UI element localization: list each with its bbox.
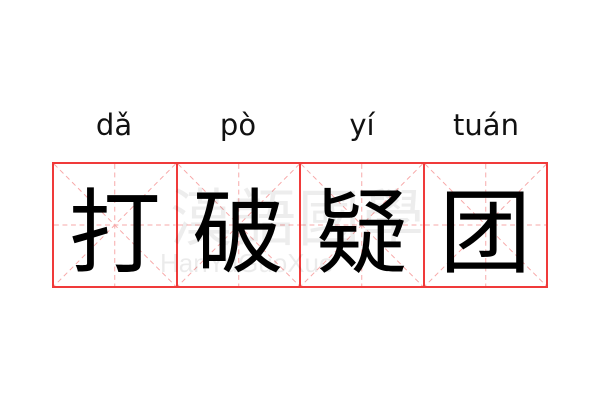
guide-lines — [301, 164, 423, 286]
watermark-latin: HanYuGuoXue — [160, 248, 334, 278]
pinyin-1: dǎ — [95, 108, 133, 142]
character-grid: 打 破 疑 团 — [52, 162, 548, 288]
pinyin-2: pò — [219, 108, 257, 142]
char-cell-1: 打 — [54, 164, 178, 287]
pinyin-4: tuán — [453, 108, 519, 142]
guide-lines — [54, 164, 176, 286]
character: 打 — [68, 179, 161, 287]
character: 破 — [192, 179, 285, 287]
character: 疑 — [315, 179, 408, 287]
pinyin-3: yí — [349, 108, 375, 142]
guide-lines — [177, 164, 299, 286]
character: 团 — [439, 179, 532, 287]
char-cell-2: 破 — [177, 164, 301, 287]
guide-lines — [424, 164, 546, 286]
char-cell-4: 团 — [424, 164, 546, 287]
char-cell-3: 疑 — [301, 164, 425, 287]
watermark-chinese: 漢語國學 — [170, 182, 427, 255]
